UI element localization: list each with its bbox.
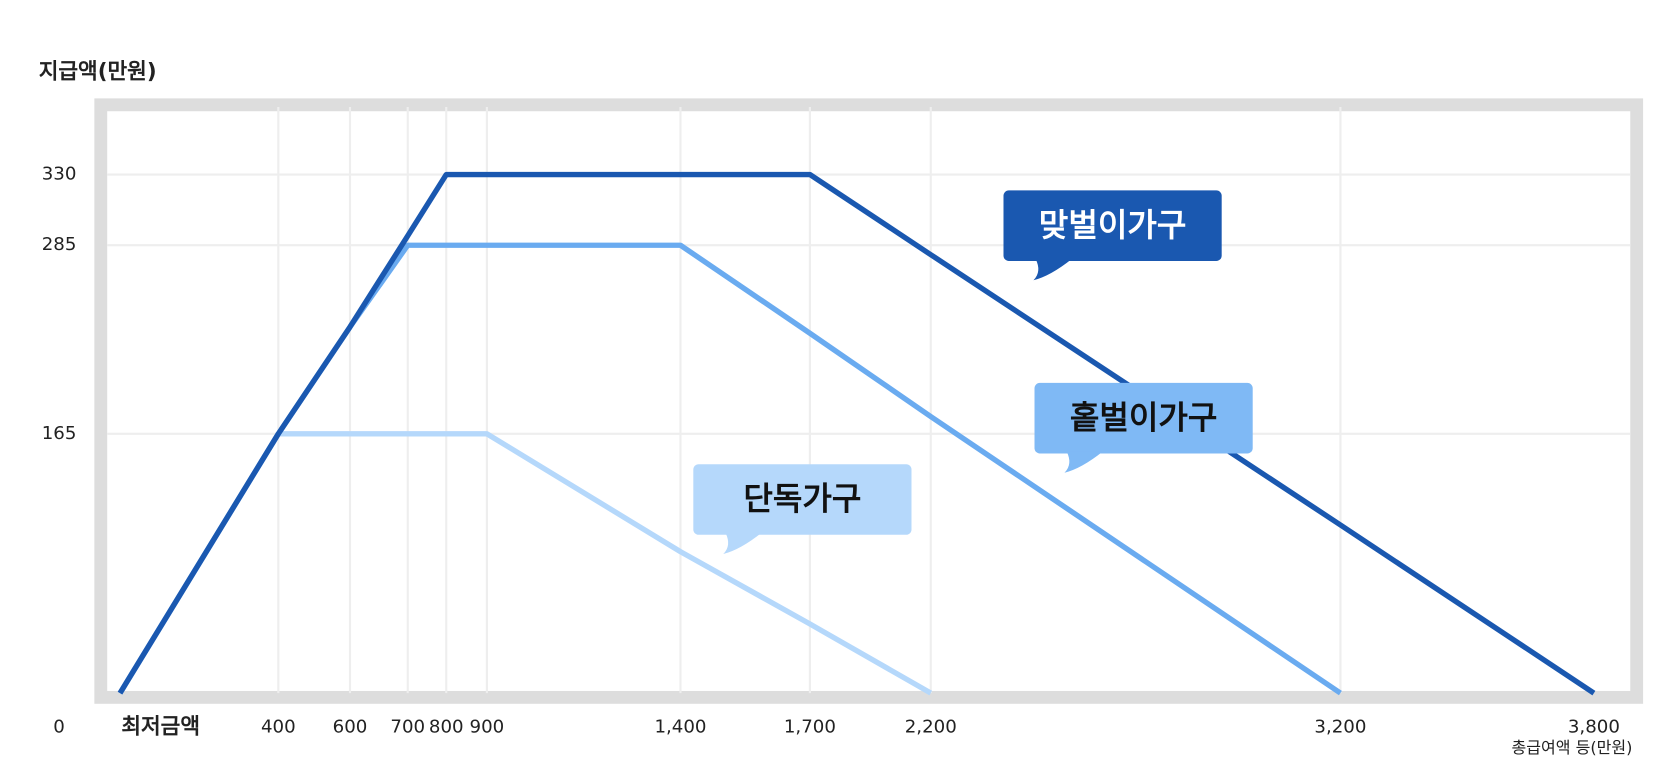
y-axis-label: 지급액(만원) xyxy=(39,60,157,85)
x-tick-label: 2,200 xyxy=(905,716,957,737)
callout-tail xyxy=(1033,258,1072,281)
x-tick-label: 3,200 xyxy=(1314,716,1366,737)
x-tick-label: 최저금액 xyxy=(121,714,200,739)
x-tick-label: 900 xyxy=(470,716,505,737)
y-tick-label: 330 xyxy=(42,164,77,185)
x-tick-label: 800 xyxy=(429,716,464,737)
series-line xyxy=(117,171,1596,696)
callout-box xyxy=(1003,190,1222,261)
y-tick-label: 0 xyxy=(53,716,65,737)
y-tick-label: 285 xyxy=(42,234,77,255)
x-tick-label: 1,700 xyxy=(784,716,836,737)
series-callout: 맞벌이가구 xyxy=(1003,190,1222,281)
x-tick-label: 600 xyxy=(333,716,368,737)
x-tick-label: 3,800 xyxy=(1568,716,1620,737)
legend-label: 맞벌이가구 xyxy=(1039,206,1187,244)
series-callout: 단독가구 xyxy=(693,464,912,555)
plot-frame xyxy=(94,98,1644,704)
callout-box xyxy=(1034,382,1253,454)
series-callout: 홑벌이가구 xyxy=(1034,382,1253,473)
x-tick-label: 1,400 xyxy=(654,716,706,737)
callout-tail xyxy=(723,532,762,555)
x-tick-label: 700 xyxy=(390,716,425,737)
x-tick-label: 400 xyxy=(261,716,296,737)
callout-tail xyxy=(1064,451,1103,473)
legend-label: 단독가구 xyxy=(743,480,861,518)
y-tick-label: 165 xyxy=(42,423,77,444)
x-axis-label: 총급여액 등(만원) xyxy=(1512,738,1633,757)
series-line xyxy=(117,431,933,696)
legend-label: 홑벌이가구 xyxy=(1070,398,1218,436)
callout-box xyxy=(693,464,912,535)
